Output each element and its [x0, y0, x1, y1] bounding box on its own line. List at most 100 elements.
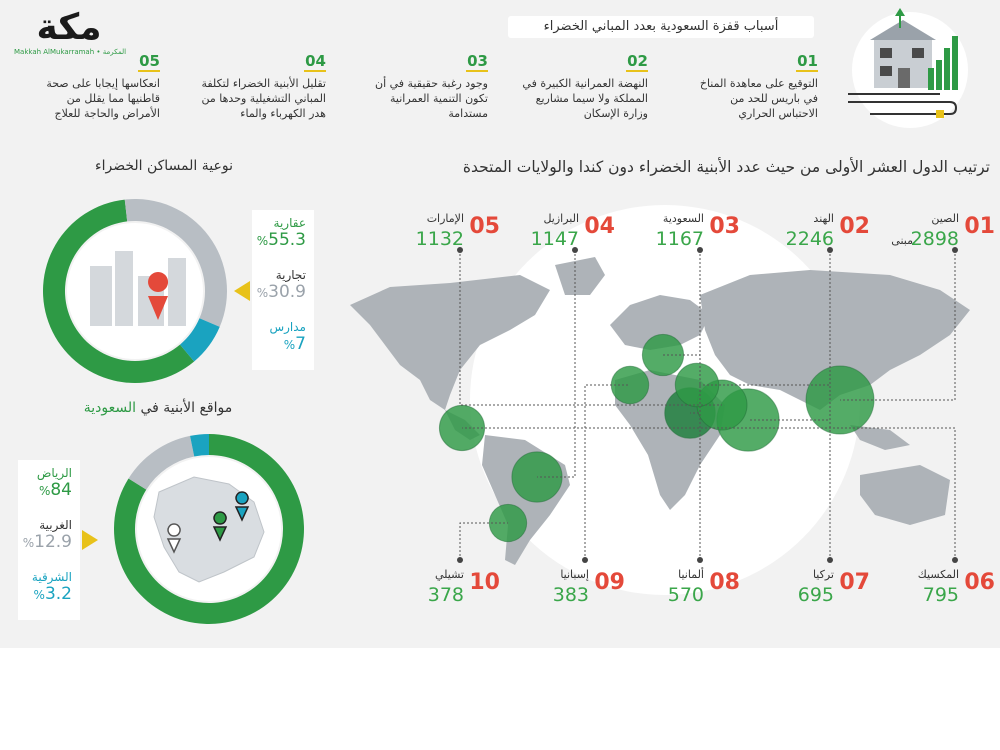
- reason-item: 01 التوقيع على معاهدة المناخ في باريس للح…: [690, 52, 818, 121]
- leader-dot: [827, 247, 833, 253]
- world-map: [350, 205, 970, 595]
- legend-label: تجارية: [275, 268, 306, 282]
- legend-value: %55.3: [252, 230, 306, 250]
- reason-text: النهضة العمرانية الكبيرة في المملكة ولا …: [522, 77, 648, 120]
- reason-divider: [796, 70, 818, 72]
- leader-line: [690, 250, 701, 414]
- country-rank: 09: [594, 570, 625, 595]
- country-rank: 10: [469, 570, 500, 595]
- legend-item: الرياض %84: [18, 460, 80, 512]
- legend-percent-sign: %: [38, 484, 51, 498]
- legend-value: %7: [252, 334, 306, 354]
- locations-title-main: مواقع الأبنية في: [140, 400, 233, 416]
- leader-line: [663, 354, 701, 560]
- map-leader-lines: [457, 247, 958, 563]
- donut-slice: [179, 318, 220, 362]
- legend-number: 30.9: [268, 282, 306, 302]
- country-value: 2898: [910, 228, 959, 250]
- leader-dot: [952, 557, 958, 563]
- country-rank: 03: [709, 214, 740, 239]
- pointer-triangle-icon: [82, 530, 98, 550]
- legend-number: 7: [295, 334, 306, 354]
- donut-slice: [190, 434, 209, 457]
- infographic-canvas: مكة Makkah AlMukarramah • المكرمة أسباب …: [0, 0, 1000, 648]
- locations-legend: الرياض %84 الغربية %12.9 الشرقية %3.2: [18, 460, 80, 620]
- country-value: 383: [552, 584, 589, 606]
- country-rank: 05: [469, 214, 500, 239]
- reason-number: 05: [139, 52, 160, 70]
- reason-item: 02 النهضة العمرانية الكبيرة في المملكة ول…: [520, 52, 648, 121]
- reason-divider: [138, 70, 160, 72]
- reason-item: 04 تقليل الأبنية الخضراء لتكلفة المباني ا…: [198, 52, 326, 121]
- legend-label: عقارية: [273, 216, 306, 230]
- country-name: تركيا: [812, 568, 834, 581]
- country-value: 1147: [530, 228, 579, 250]
- locations-title: مواقع الأبنية في السعودية: [58, 400, 258, 416]
- reason-divider: [466, 70, 488, 72]
- country-label: 05 الإمارات 1132: [365, 212, 500, 254]
- legend-label: الرياض: [36, 466, 72, 480]
- map-pin-icon: [234, 491, 250, 522]
- legend-value: %12.9: [18, 532, 72, 552]
- legend-item: تجارية %30.9: [252, 262, 314, 314]
- country-rank: 01: [964, 214, 995, 239]
- country-label: 04 البرازيل 1147: [480, 212, 615, 254]
- reasons-title: أسباب قفزة السعودية بعدد المباني الخضراء: [508, 16, 814, 38]
- country-label: 08 ألمانيا 570: [605, 568, 740, 610]
- country-rank: 08: [709, 570, 740, 595]
- legend-value: %3.2: [18, 584, 72, 604]
- legend-label: الشرقية: [31, 570, 72, 584]
- reasons-title-text: أسباب قفزة السعودية بعدد المباني الخضراء: [543, 19, 779, 34]
- leader-line: [840, 250, 956, 401]
- country-value: 1167: [655, 228, 704, 250]
- legend-item: عقارية %55.3: [252, 210, 314, 262]
- reason-item: 05 انعكاسها إيجابا على صحة قاطنيها مما يق…: [32, 52, 160, 121]
- reason-number: 02: [627, 52, 648, 70]
- legend-percent-sign: %: [33, 588, 45, 602]
- leader-dot: [582, 557, 588, 563]
- reason-text: انعكاسها إيجابا على صحة قاطنيها مما يقلل…: [46, 77, 160, 120]
- housing-legend: عقارية %55.3 تجارية %30.9 مدارس %7: [252, 210, 314, 370]
- unit-label: مبنى: [891, 234, 913, 247]
- legend-item: مدارس %7: [252, 314, 314, 366]
- country-bubble: [674, 362, 720, 408]
- country-name: الصين: [931, 212, 959, 225]
- locations-title-highlight: السعودية: [83, 400, 137, 416]
- pointer-triangle-icon: [234, 281, 250, 301]
- legend-value: %84: [18, 480, 72, 500]
- leader-line: [462, 427, 956, 560]
- reason-divider: [626, 70, 648, 72]
- legend-number: 3.2: [44, 584, 72, 604]
- legend-percent-sign: %: [256, 234, 269, 248]
- legend-percent-sign: %: [256, 286, 269, 300]
- reason-text: تقليل الأبنية الخضراء لتكلفة المباني الت…: [201, 77, 326, 120]
- building-silhouette-icon: [115, 251, 133, 326]
- reason-number: 04: [305, 52, 326, 70]
- country-name: تشيلي: [434, 568, 464, 581]
- housing-title: نوعية المساكن الخضراء: [95, 158, 233, 174]
- country-label: 07 تركيا 695: [735, 568, 870, 610]
- map-pin-icon: [166, 523, 182, 554]
- reason-divider: [304, 70, 326, 72]
- leader-dot: [697, 557, 703, 563]
- leader-dot: [697, 247, 703, 253]
- country-name: الهند: [813, 212, 834, 225]
- country-label: 09 إسبانيا 383: [490, 568, 625, 610]
- country-value: 378: [427, 584, 464, 606]
- building-silhouette-icon: [168, 258, 186, 326]
- country-rank: 02: [839, 214, 870, 239]
- leader-line: [584, 384, 630, 560]
- saudi-map-icon: [153, 476, 265, 583]
- country-label: 10 تشيلي 378: [365, 568, 500, 610]
- reason-number: 01: [797, 52, 818, 70]
- building-silhouette-icon: [90, 266, 112, 326]
- country-name: ألمانيا: [678, 568, 704, 581]
- country-name: المكسيك: [917, 568, 959, 581]
- legend-percent-sign: %: [283, 338, 296, 352]
- legend-value: %30.9: [252, 282, 306, 302]
- country-rank: 07: [839, 570, 870, 595]
- housing-donut-chart: [43, 199, 228, 383]
- logo-subtitle: Makkah AlMukarramah • المكرمة: [14, 48, 127, 56]
- country-rank: 04: [584, 214, 615, 239]
- donut-slice: [128, 435, 195, 490]
